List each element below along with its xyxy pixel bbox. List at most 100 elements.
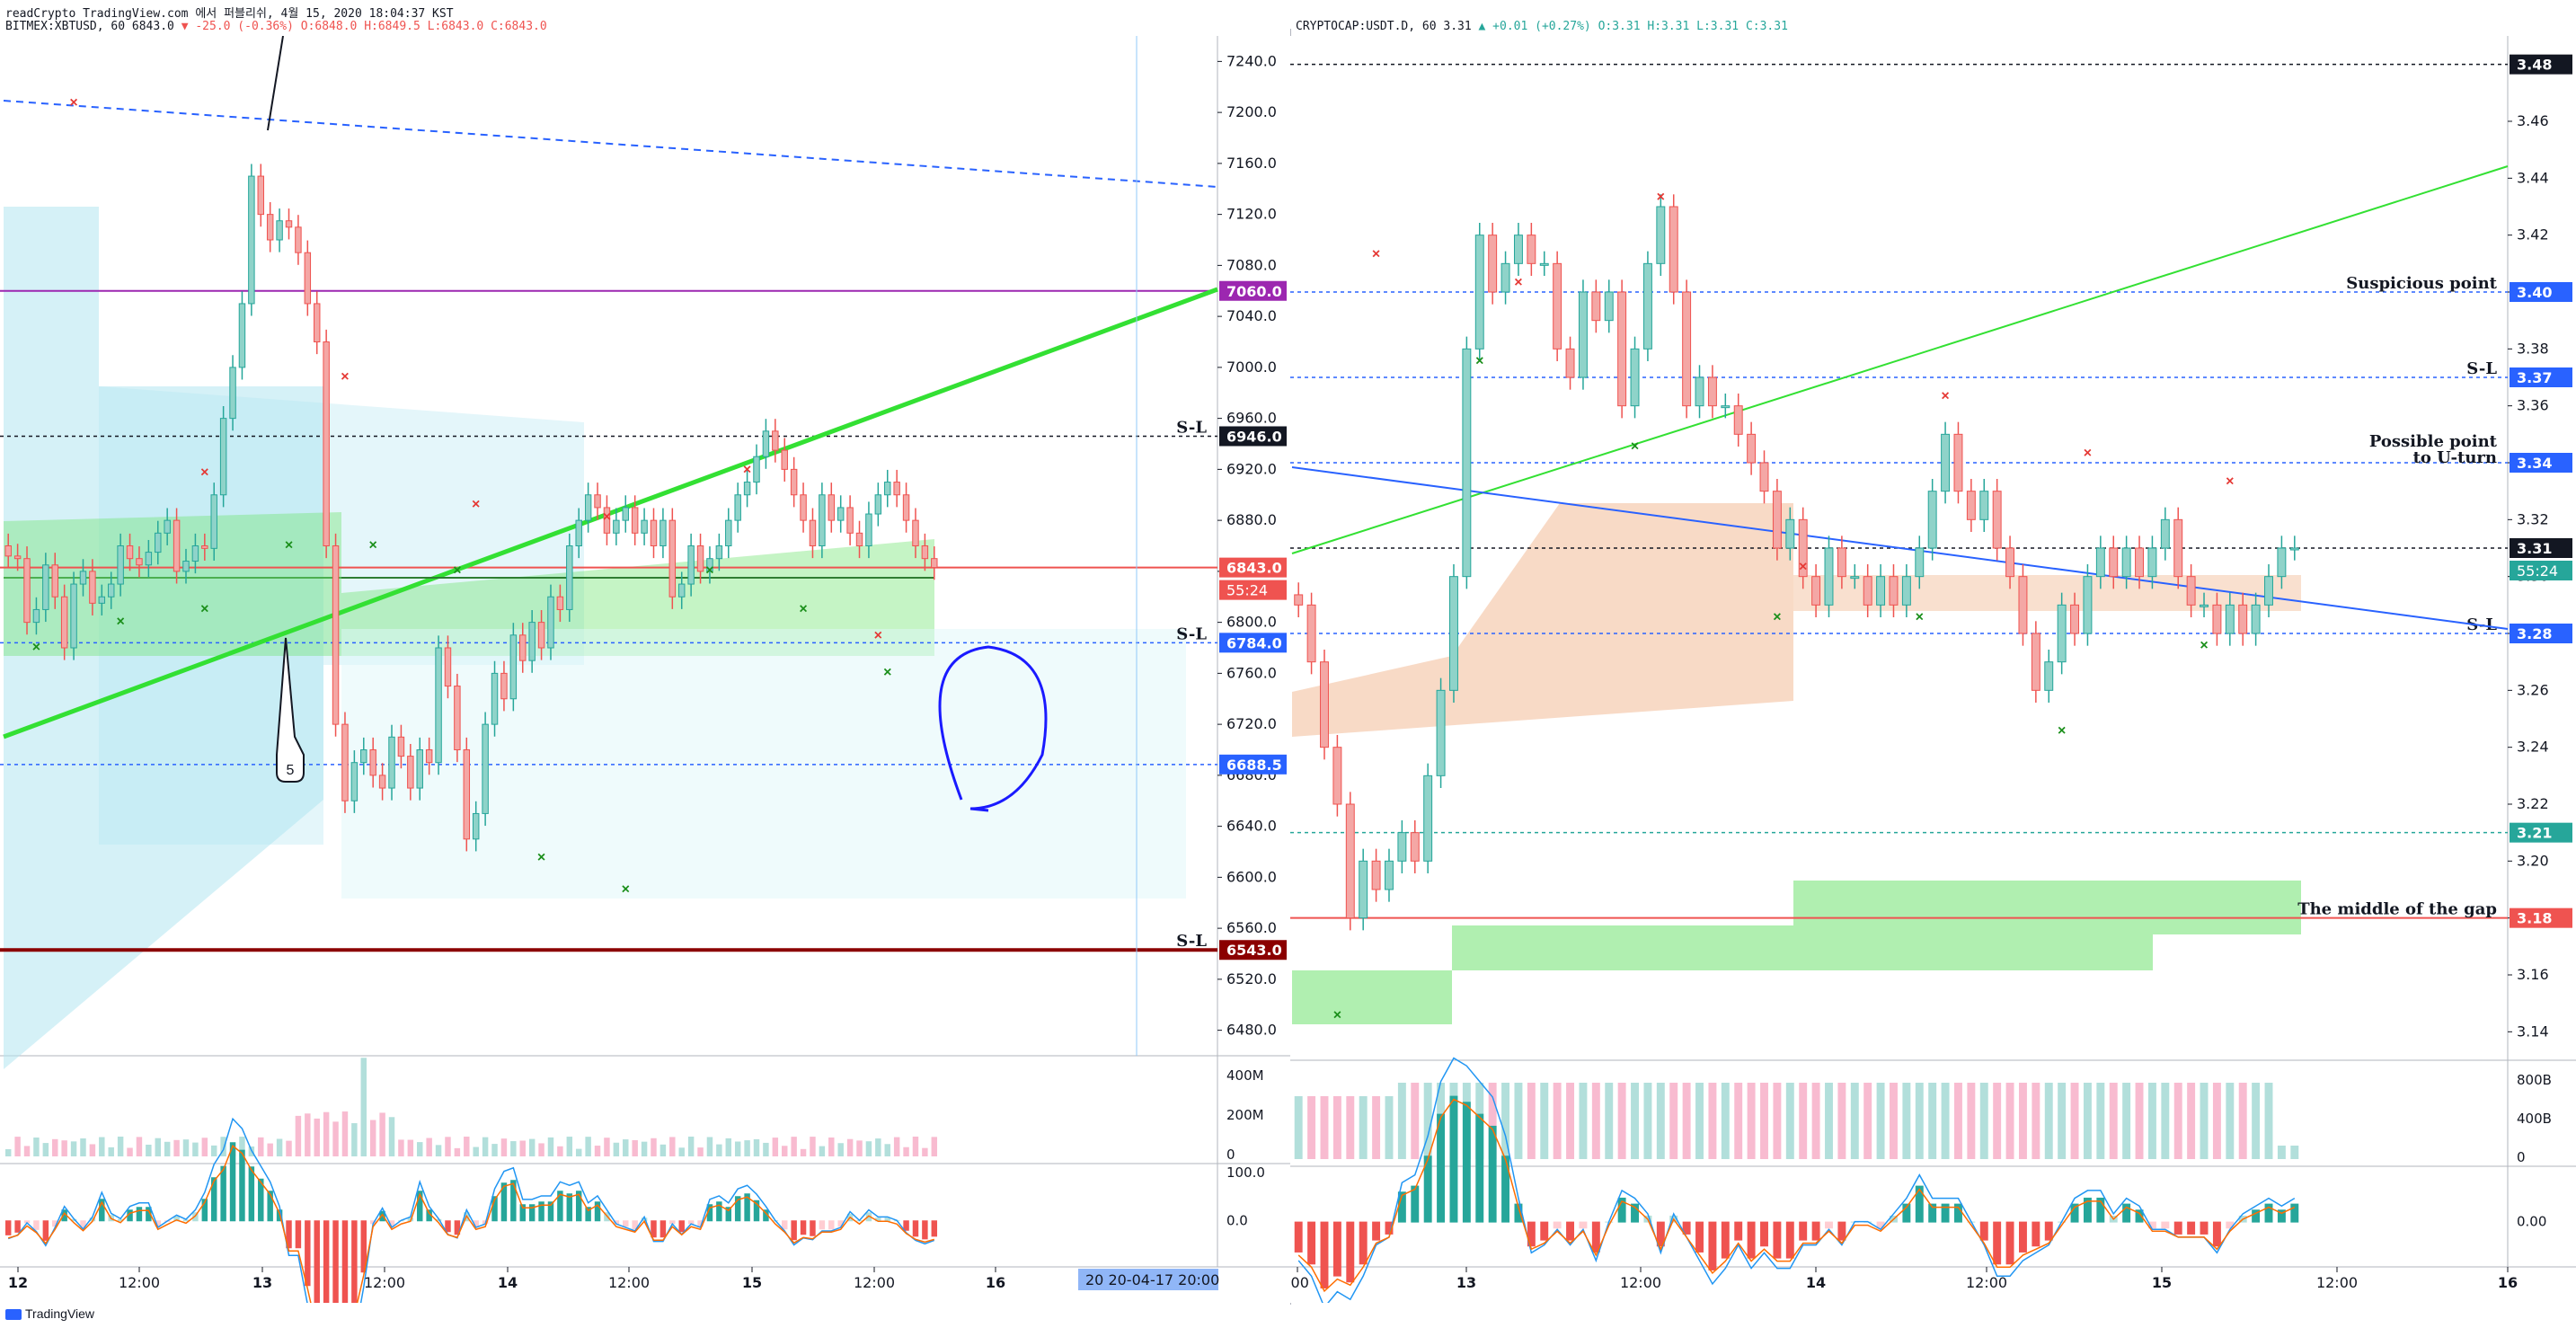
volume-bar — [922, 1147, 928, 1156]
macd-histogram-bar — [1773, 1221, 1782, 1259]
macd-histogram-bar — [2018, 1221, 2027, 1253]
volume-bar — [2044, 1083, 2053, 1159]
volume-bar — [182, 1139, 190, 1156]
candle-body — [509, 634, 518, 700]
volume-bar — [1773, 1083, 1782, 1159]
level-annotation: The middle of the gap — [2297, 900, 2497, 919]
candle-body — [1915, 547, 1925, 578]
volume-bar — [772, 1138, 779, 1156]
volume-bar — [604, 1138, 610, 1156]
level-annotation: Possible point — [2369, 432, 2498, 451]
level-annotation: Suspicious point — [2346, 274, 2497, 293]
candle-body — [1889, 576, 1899, 606]
candle-body — [781, 449, 788, 470]
price-label-box — [2510, 907, 2572, 928]
candle-body — [734, 494, 741, 521]
volume-bar — [1695, 1083, 1704, 1159]
volume-bar — [716, 1144, 722, 1156]
macd-signal-line — [7, 1145, 935, 1303]
macd-histogram-bar — [912, 1220, 919, 1237]
price-label: 6688.5 — [1226, 757, 1282, 774]
candle-body — [837, 507, 845, 521]
macd-histogram-bar — [763, 1209, 769, 1222]
candle-body — [1436, 689, 1446, 776]
candle-body — [145, 552, 153, 566]
volume-bar — [1617, 1083, 1626, 1159]
volume-bar — [220, 1137, 226, 1156]
candle-body — [772, 430, 779, 451]
candle-body — [547, 596, 554, 649]
volume-bar — [1320, 1096, 1329, 1159]
candle-body — [425, 749, 433, 764]
macd-histogram-bar — [1954, 1203, 1962, 1223]
macd-histogram-bar — [314, 1220, 320, 1303]
volume-bar — [1359, 1096, 1368, 1159]
candle-body — [556, 596, 564, 610]
volume-bar — [2122, 1083, 2131, 1159]
macd-histogram-bar — [2005, 1221, 2014, 1265]
volume-bar — [2252, 1083, 2261, 1159]
candle-body — [248, 175, 255, 305]
macd-histogram-bar — [1307, 1221, 1316, 1265]
price-label: 3.37 — [2517, 369, 2552, 386]
candle-body — [2147, 547, 2157, 578]
candle-body — [341, 723, 349, 801]
macd-histogram-bar — [810, 1220, 816, 1236]
candle-body — [715, 545, 723, 560]
green-x-marker: × — [1773, 609, 1781, 624]
macd-histogram-bar — [351, 1220, 358, 1303]
macd-histogram-bar — [2226, 1221, 2235, 1229]
volume-bar — [791, 1137, 797, 1156]
volume-bar — [744, 1140, 750, 1156]
btc-chart[interactable]: 6480.06520.06560.06600.06640.06680.06720… — [0, 36, 1290, 1303]
volume-bar — [1385, 1096, 1394, 1159]
right-symbol: CRYPTOCAP:USDT.D, 60 — [1296, 20, 1437, 33]
macd-histogram-bar — [379, 1210, 385, 1222]
volume-tick-label: 200M — [1226, 1107, 1264, 1123]
volume-bar — [912, 1137, 919, 1156]
volume-bar — [1915, 1083, 1924, 1159]
macd-histogram-bar — [239, 1149, 245, 1222]
candle-body — [902, 494, 910, 521]
candle-body — [584, 494, 592, 521]
volume-bar — [435, 1145, 442, 1156]
macd-histogram-bar — [323, 1220, 330, 1303]
candle-body — [1966, 491, 1976, 520]
price-label-box — [2510, 367, 2572, 387]
tradingview-logo-icon — [5, 1309, 22, 1321]
x-tick-label: 12 — [8, 1274, 28, 1291]
y-tick-label: 7200.0 — [1226, 103, 1277, 120]
candle-body — [1371, 860, 1381, 890]
price-label: 3.40 — [2517, 284, 2552, 301]
volume-bar — [810, 1137, 816, 1156]
candle-body — [1345, 803, 1355, 919]
y-tick-label: 3.22 — [2517, 795, 2549, 812]
volume-bar — [734, 1141, 741, 1156]
volume-bar — [136, 1137, 143, 1156]
macd-histogram-bar — [2290, 1203, 2299, 1223]
volume-bar — [1863, 1083, 1872, 1159]
candle-body — [753, 456, 760, 483]
macd-histogram-bar — [99, 1199, 105, 1222]
volume-bar — [1811, 1083, 1820, 1159]
volume-bar — [192, 1142, 199, 1156]
candle-body — [1565, 348, 1575, 378]
candle-body — [2005, 547, 2015, 578]
candle-body — [444, 647, 452, 687]
macd-histogram-bar — [388, 1220, 395, 1227]
ichimoku-cloud — [99, 386, 584, 845]
level-annotation: S-L — [2466, 359, 2497, 378]
macd-histogram-bar — [33, 1220, 40, 1230]
volume-bar — [99, 1137, 105, 1156]
volume-bar — [2200, 1083, 2209, 1159]
left-ohlc: O:6848.0 H:6849.5 L:6843.0 C:6843.0 — [300, 20, 547, 33]
macd-histogram-bar — [697, 1220, 704, 1227]
countdown-box — [2510, 561, 2572, 580]
macd-histogram-bar — [1591, 1221, 1600, 1253]
candle-body — [1901, 576, 1911, 606]
macd-histogram-bar — [155, 1220, 161, 1227]
candle-body — [1500, 262, 1510, 293]
usdt-dominance-chart[interactable]: 3.143.163.183.203.223.243.263.283.303.32… — [1290, 36, 2576, 1303]
macd-histogram-bar — [1540, 1221, 1549, 1241]
macd-histogram-bar — [201, 1199, 208, 1222]
